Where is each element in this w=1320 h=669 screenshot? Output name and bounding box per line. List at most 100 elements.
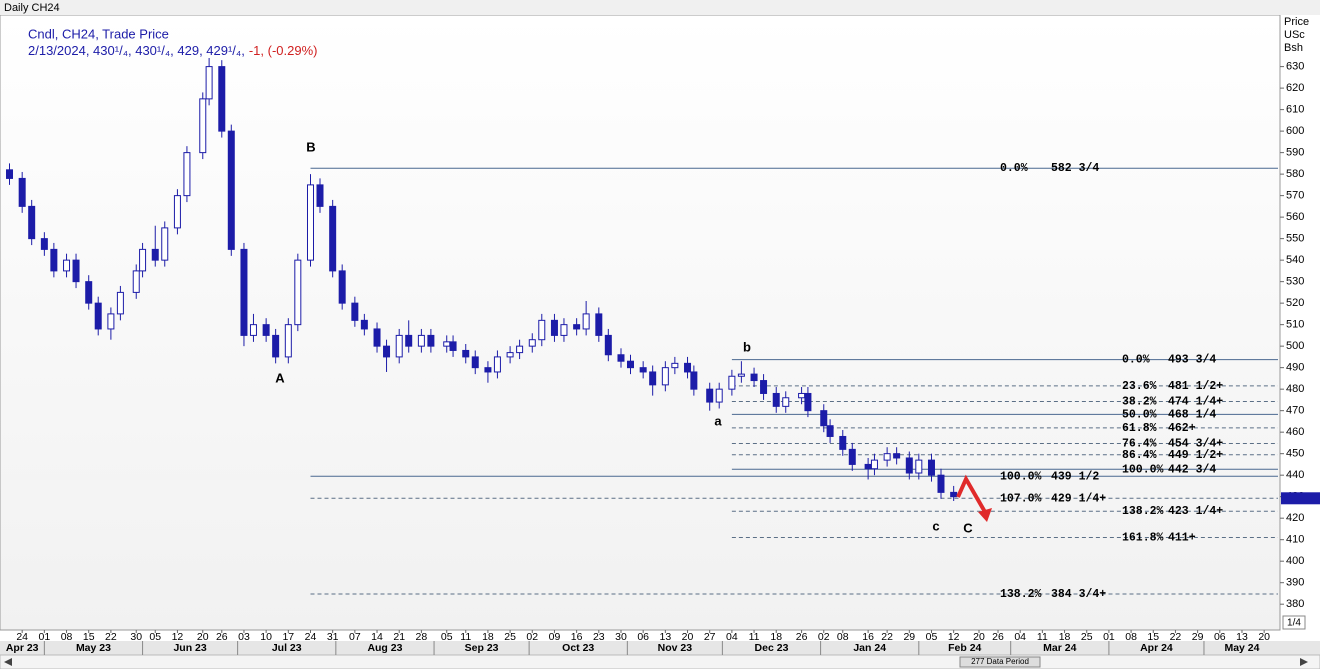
x-tick-label: 11 [460, 631, 471, 643]
y-tick-label: 550 [1286, 233, 1304, 245]
month-label: Jun 23 [173, 642, 206, 654]
candle-body [427, 334, 435, 347]
x-tick-label: 17 [282, 631, 294, 643]
axis-label: USc [1284, 29, 1305, 41]
x-tick-label: 26 [216, 631, 228, 643]
x-tick-label: 29 [1192, 631, 1204, 643]
y-tick-label: 620 [1286, 82, 1304, 94]
legend-change: -1, (-0.29%) [249, 43, 318, 58]
candle-body [183, 152, 191, 197]
y-tick-label: 440 [1286, 469, 1304, 481]
fib-price: 582 3/4 [1051, 162, 1099, 175]
scroll-left[interactable] [4, 658, 12, 666]
scroll-right[interactable] [1300, 658, 1308, 666]
y-tick-label: 580 [1286, 168, 1304, 180]
candle-body [639, 367, 647, 373]
wave-label: B [306, 139, 315, 154]
candle-body [329, 205, 337, 272]
candle-body [132, 270, 140, 293]
candle-body [595, 313, 603, 336]
candle-body [72, 259, 80, 283]
candle-body [40, 238, 48, 250]
candle-body [617, 354, 625, 362]
fib-percent: 86.4% [1122, 449, 1157, 462]
candle-body [262, 324, 270, 336]
candle-body [294, 259, 302, 326]
x-tick-label: 22 [881, 631, 893, 643]
x-tick-label: 31 [327, 631, 339, 643]
axis-label: Price [1284, 16, 1309, 28]
candle-body [848, 448, 856, 465]
candle-body [671, 362, 679, 369]
y-tick-label: 630 [1286, 61, 1304, 73]
x-tick-label: 02 [526, 631, 538, 643]
x-tick-label: 12 [172, 631, 184, 643]
candle-body [626, 360, 634, 369]
candle-body [199, 98, 207, 154]
candle-body [205, 66, 213, 100]
x-tick-label: 21 [393, 631, 405, 643]
candle-body [449, 341, 457, 351]
fib-percent: 0.0% [1000, 162, 1028, 175]
candle-body [772, 392, 780, 407]
y-tick-label: 500 [1286, 340, 1304, 352]
candle-body [782, 397, 790, 407]
x-tick-label: 13 [660, 631, 672, 643]
candle-body [316, 184, 324, 207]
candle-body [883, 453, 891, 461]
candle-body [950, 491, 958, 498]
candle-body [462, 349, 470, 358]
x-tick-label: 02 [818, 631, 830, 643]
x-tick-label: 08 [837, 631, 849, 643]
x-tick-label: 04 [1014, 631, 1026, 643]
legend-line: Cndl, CH24, Trade Price [28, 26, 169, 41]
x-tick-label: 29 [903, 631, 915, 643]
x-tick-label: 23 [593, 631, 605, 643]
candle-body [560, 324, 568, 336]
fib-percent: 61.8% [1122, 422, 1157, 435]
candle-body [737, 373, 745, 377]
x-tick-label: 01 [39, 631, 51, 643]
x-tick-label: 09 [549, 631, 561, 643]
x-tick-label: 25 [1081, 631, 1093, 643]
x-tick-label: 08 [1125, 631, 1137, 643]
candle-body [905, 457, 913, 474]
candle-body [516, 345, 524, 354]
forecast-arrow [956, 474, 987, 513]
x-tick-label: 08 [61, 631, 73, 643]
y-tick-label: 390 [1286, 577, 1304, 589]
x-tick-label: 05 [149, 631, 161, 643]
x-tick-label: 11 [1037, 631, 1048, 643]
candle-body [161, 227, 169, 261]
candle-body [582, 313, 590, 330]
scroll-thumb[interactable] [959, 656, 1041, 668]
candle-body [649, 371, 657, 386]
x-tick-label: 14 [371, 631, 383, 643]
month-bar [0, 641, 1320, 655]
fib-percent: 38.2% [1122, 396, 1157, 409]
candle-body [864, 463, 872, 470]
x-tick-label: 27 [704, 631, 716, 643]
y-tick-label: 410 [1286, 534, 1304, 546]
fib-price: 384 3/4+ [1051, 588, 1106, 601]
candle-body [18, 177, 26, 207]
x-tick-label: 18 [1059, 631, 1071, 643]
month-label: Jul 23 [272, 642, 302, 654]
candle-body [506, 352, 514, 358]
corner-box[interactable] [1282, 615, 1306, 630]
candle-body [85, 281, 93, 304]
scroll-bar[interactable] [0, 654, 1320, 669]
candle-body [820, 410, 828, 427]
candle-body [573, 324, 581, 330]
fib-price: 449 1/2+ [1168, 449, 1223, 462]
arrow-head [978, 508, 992, 522]
candle-body [139, 248, 147, 272]
candle-body [915, 459, 923, 474]
candle-body [839, 435, 847, 450]
x-tick-label: 13 [1236, 631, 1248, 643]
x-tick-label: 18 [770, 631, 782, 643]
x-tick-label: 05 [926, 631, 938, 643]
candle-body [760, 380, 768, 394]
month-label: Apr 24 [1140, 642, 1173, 654]
